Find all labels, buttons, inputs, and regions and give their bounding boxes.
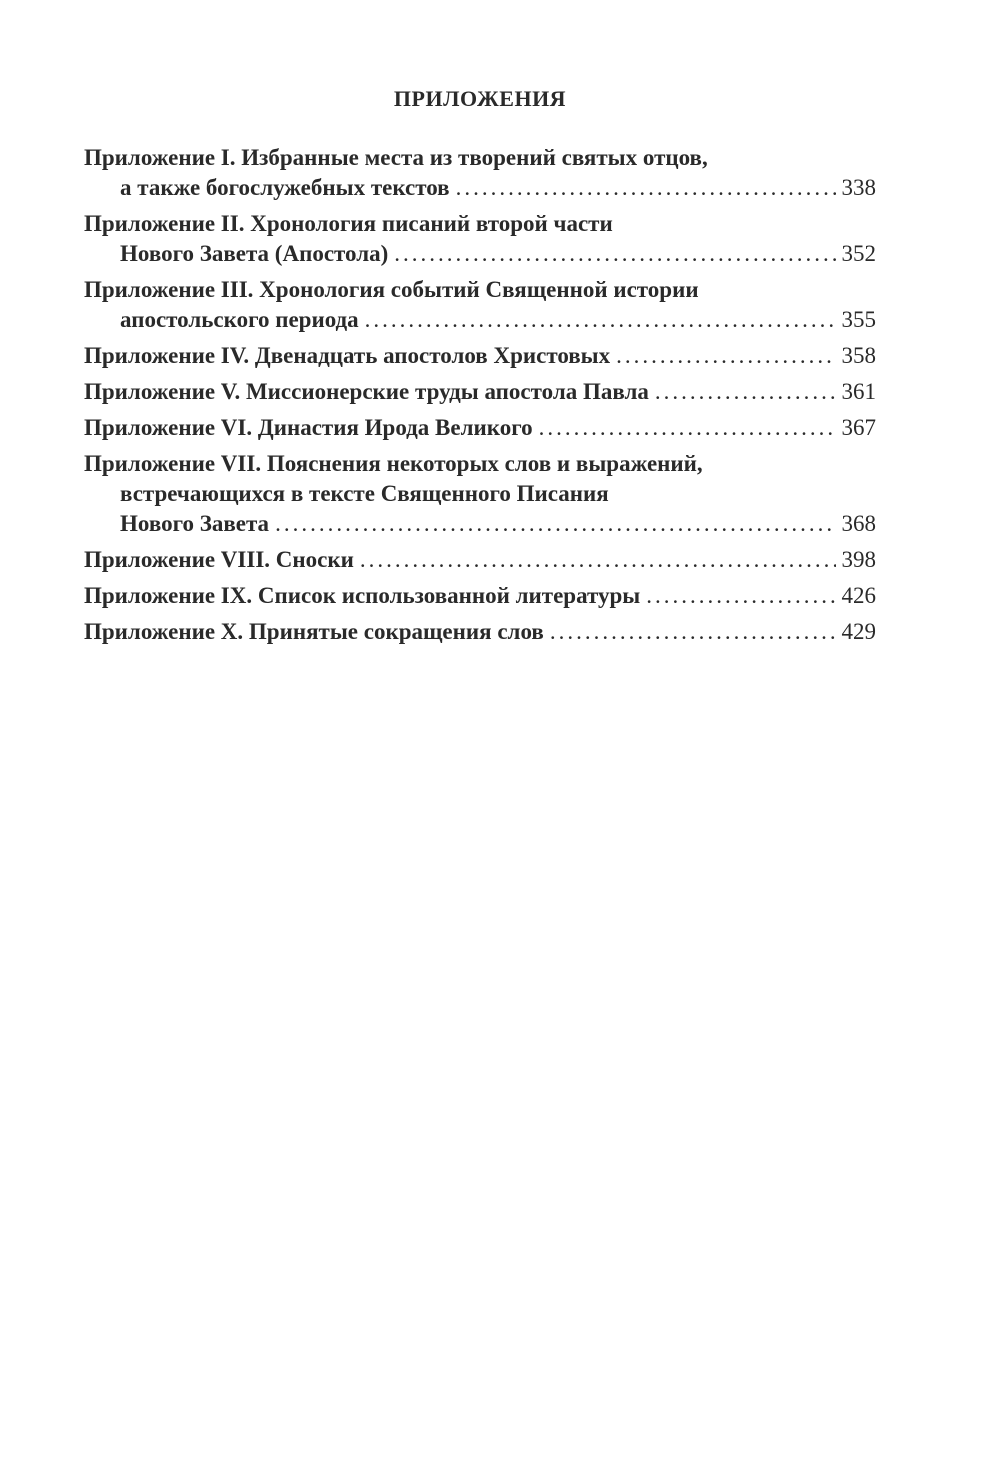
page-number: 361 bbox=[841, 379, 877, 404]
toc-entry-text: Приложение X. Принятые сокращения слов bbox=[84, 619, 544, 644]
toc-entry[interactable]: Приложение III. Хронология событий Свяще… bbox=[84, 275, 876, 335]
dot-leader bbox=[550, 617, 836, 647]
toc-entry-line: Нового Завета (Апостола) 352 bbox=[84, 239, 876, 269]
toc-entry-text: Приложение III. Хронология событий Свяще… bbox=[84, 277, 699, 302]
dot-leader bbox=[456, 173, 836, 203]
page-number: 355 bbox=[841, 307, 877, 332]
toc-entry-line: Приложение I. Избранные места из творени… bbox=[84, 143, 876, 173]
toc-entry-text: Приложение VIII. Сноски bbox=[84, 547, 354, 572]
toc-entry[interactable]: Приложение I. Избранные места из творени… bbox=[84, 143, 876, 203]
dot-leader bbox=[539, 413, 836, 443]
toc-entry-text: Нового Завета (Апостола) bbox=[120, 241, 389, 266]
toc-entry-line: Приложение VII. Пояснения некоторых слов… bbox=[84, 449, 876, 479]
toc-entry[interactable]: Приложение IV. Двенадцать апостолов Хрис… bbox=[84, 341, 876, 371]
toc-entry[interactable]: Приложение X. Принятые сокращения слов 42… bbox=[84, 617, 876, 647]
toc-entry-line: встречающихся в тексте Священного Писани… bbox=[84, 479, 876, 509]
page-number: 368 bbox=[841, 511, 877, 536]
toc-entry-line: Приложение IX. Список использованной лит… bbox=[84, 581, 876, 611]
toc-entry-text: Приложение IX. Список использованной лит… bbox=[84, 583, 641, 608]
toc-entry-text: Приложение VI. Династия Ирода Великого bbox=[84, 415, 533, 440]
page-number: 429 bbox=[841, 619, 877, 644]
table-of-contents: Приложение I. Избранные места из творени… bbox=[84, 143, 876, 653]
toc-entry-text: встречающихся в тексте Священного Писани… bbox=[120, 481, 609, 506]
toc-entry-text: Приложение II. Хронология писаний второй… bbox=[84, 211, 613, 236]
toc-entry-text: а также богослужебных текстов bbox=[120, 175, 450, 200]
toc-entry-line: Приложение VI. Династия Ирода Великого 36… bbox=[84, 413, 876, 443]
toc-entry-line: Приложение II. Хронология писаний второй… bbox=[84, 209, 876, 239]
toc-entry-line: Приложение VIII. Сноски 398 bbox=[84, 545, 876, 575]
toc-entry[interactable]: Приложение IX. Список использованной лит… bbox=[84, 581, 876, 611]
toc-entry-text: апостольского периода bbox=[120, 307, 359, 332]
toc-entry-text: Приложение I. Избранные места из творени… bbox=[84, 145, 708, 170]
toc-entry-line: Приложение X. Принятые сокращения слов 42… bbox=[84, 617, 876, 647]
toc-entry[interactable]: Приложение VI. Династия Ирода Великого 36… bbox=[84, 413, 876, 443]
page-number: 358 bbox=[841, 343, 877, 368]
toc-entry-line: Нового Завета 368 bbox=[84, 509, 876, 539]
toc-entry[interactable]: Приложение V. Миссионерские труды апосто… bbox=[84, 377, 876, 407]
toc-entry-line: Приложение V. Миссионерские труды апосто… bbox=[84, 377, 876, 407]
dot-leader bbox=[275, 509, 835, 539]
page-number: 338 bbox=[841, 175, 877, 200]
page-number: 426 bbox=[841, 583, 877, 608]
toc-entry-text: Приложение V. Миссионерские труды апосто… bbox=[84, 379, 649, 404]
toc-entry-text: Приложение IV. Двенадцать апостолов Хрис… bbox=[84, 343, 611, 368]
toc-entry-line: Приложение III. Хронология событий Свяще… bbox=[84, 275, 876, 305]
toc-entry[interactable]: Приложение II. Хронология писаний второй… bbox=[84, 209, 876, 269]
dot-leader bbox=[646, 581, 835, 611]
page-title: ПРИЛОЖЕНИЯ bbox=[393, 86, 567, 111]
toc-entry-line: а также богослужебных текстов 338 bbox=[84, 173, 876, 203]
page-number: 367 bbox=[841, 415, 877, 440]
dot-leader bbox=[616, 341, 835, 371]
toc-entry[interactable]: Приложение VIII. Сноски 398 bbox=[84, 545, 876, 575]
toc-entry-text: Приложение VII. Пояснения некоторых слов… bbox=[84, 451, 703, 476]
dot-leader bbox=[365, 305, 836, 335]
page-number: 352 bbox=[841, 241, 877, 266]
toc-entry[interactable]: Приложение VII. Пояснения некоторых слов… bbox=[84, 449, 876, 539]
dot-leader bbox=[360, 545, 836, 575]
toc-entry-text: Нового Завета bbox=[120, 511, 270, 536]
toc-entry-line: Приложение IV. Двенадцать апостолов Хрис… bbox=[84, 341, 876, 371]
dot-leader bbox=[394, 239, 835, 269]
page-number: 398 bbox=[841, 547, 877, 572]
toc-entry-line: апостольского периода 355 bbox=[84, 305, 876, 335]
dot-leader bbox=[655, 377, 836, 407]
